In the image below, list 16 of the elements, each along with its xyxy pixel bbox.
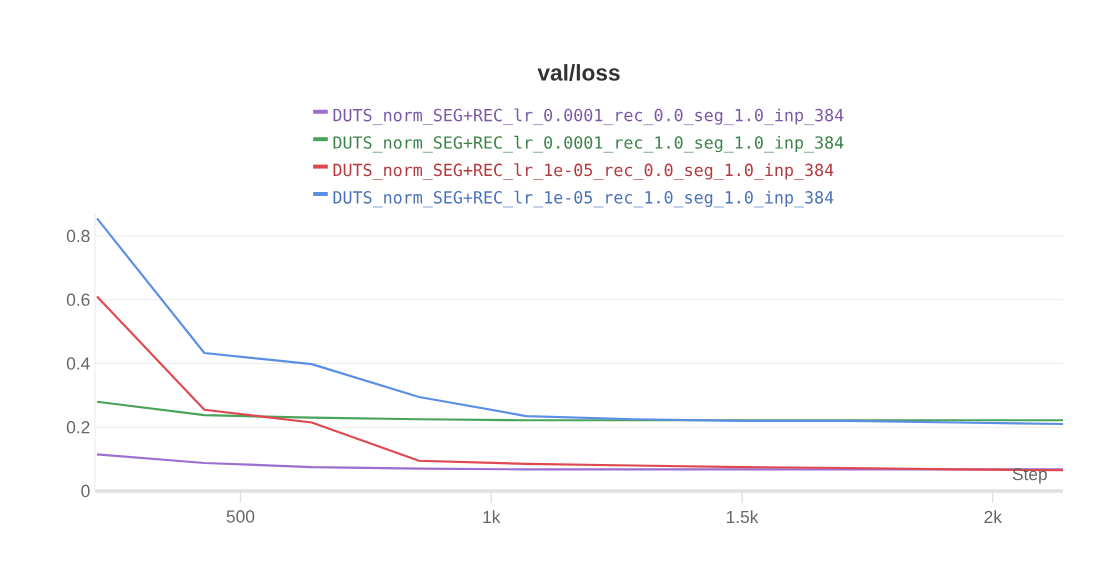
y-tick-label: 0.6 xyxy=(66,293,90,306)
y-tick-label: 0.4 xyxy=(66,357,90,370)
x-tick-label: 500 xyxy=(226,510,255,523)
legend-label: DUTS_norm_SEG+REC_lr_1e-05_rec_0.0_seg_1.0_inp_384 xyxy=(333,163,834,180)
x-tick-label: 2k xyxy=(984,510,1002,523)
line-series xyxy=(95,217,1065,426)
x-axis-title: Step xyxy=(1012,467,1047,484)
legend-label: DUTS_norm_SEG+REC_lr_0.0001_rec_0.0_seg_1.0_inp_384 xyxy=(333,108,844,126)
legend-label: DUTS_norm_SEG+REC_lr_0.0001_rec_1.0_seg_1.0_inp_384 xyxy=(333,135,844,153)
x-tick-label: 1k xyxy=(483,510,501,523)
y-tick-label: 0.8 xyxy=(66,229,90,243)
legend-label: DUTS_norm_SEG+REC_lr_1e-05_rec_1.0_seg_1.0_inp_384 xyxy=(333,190,834,208)
chart-title: val/loss xyxy=(537,64,620,81)
y-tick-label: 0.2 xyxy=(66,421,90,434)
y-tick-label: 0 xyxy=(81,484,90,498)
x-tick-label: 1.5k xyxy=(726,510,759,524)
